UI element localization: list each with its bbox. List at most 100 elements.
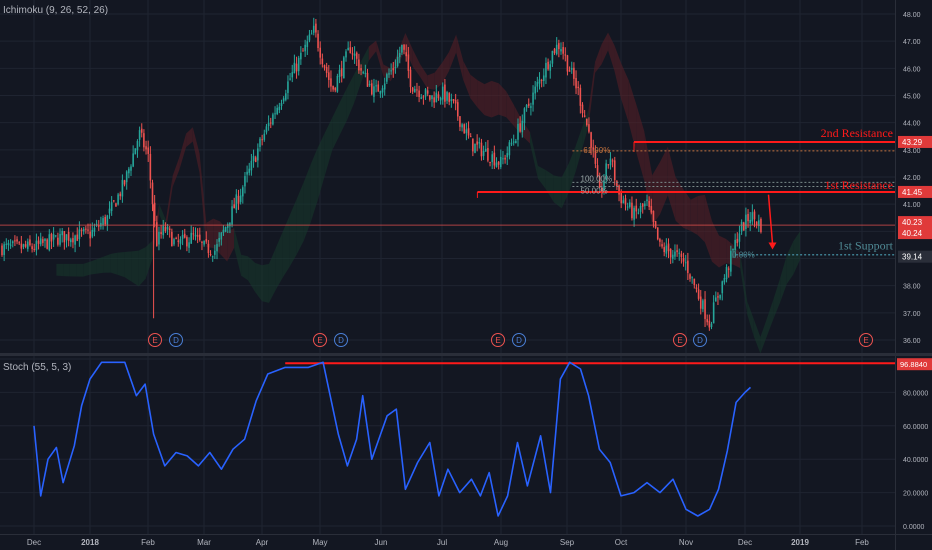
candle-body bbox=[560, 49, 562, 52]
candle-body bbox=[9, 244, 12, 246]
stoch-line bbox=[33, 361, 752, 517]
price-axis: 48.00 47.00 46.00 45.00 44.00 43.00 42.00 41.00… bbox=[898, 12, 932, 345]
candle-body bbox=[190, 232, 192, 244]
candle-body bbox=[429, 95, 431, 100]
candle-body bbox=[603, 180, 605, 191]
candle-body bbox=[35, 240, 38, 251]
candle-body bbox=[454, 99, 457, 104]
candle-body bbox=[519, 123, 521, 132]
candle-body bbox=[22, 244, 25, 247]
ichimoku-legend[interactable]: Ichimoku (9, 26, 52, 26) bbox=[3, 5, 109, 16]
candle-body bbox=[145, 146, 147, 150]
candle-body bbox=[532, 92, 534, 105]
candle-body bbox=[725, 267, 728, 280]
candle-body bbox=[755, 221, 758, 226]
candle-body bbox=[590, 132, 592, 148]
candle-body bbox=[27, 241, 29, 249]
candle-body bbox=[618, 185, 620, 195]
candle-body bbox=[734, 239, 736, 251]
candle-body bbox=[39, 238, 42, 245]
candle-body bbox=[48, 234, 51, 251]
candle-body bbox=[633, 207, 635, 220]
cloud-segment bbox=[434, 62, 442, 90]
candle-body bbox=[691, 276, 693, 278]
candle-body bbox=[581, 104, 584, 114]
candle-body bbox=[325, 66, 328, 73]
candle-body bbox=[265, 126, 268, 133]
cloud-segment bbox=[346, 74, 355, 121]
cloud-segment bbox=[498, 83, 507, 118]
candle-body bbox=[233, 204, 235, 209]
candle-body bbox=[538, 79, 541, 84]
price-tag-label: 40.23 bbox=[902, 218, 923, 227]
candle-body bbox=[80, 229, 83, 231]
stoch-tick-label: 40.0000 bbox=[903, 457, 928, 464]
dividend-marker bbox=[693, 333, 707, 347]
candle-body bbox=[119, 193, 122, 197]
candle-body bbox=[448, 93, 450, 102]
candle-body bbox=[300, 52, 302, 60]
candle-body bbox=[147, 147, 149, 154]
cloud-segment bbox=[390, 52, 399, 82]
candle-body bbox=[328, 72, 330, 80]
candle-body bbox=[33, 248, 36, 251]
cloud-segment bbox=[537, 165, 546, 190]
candle-body bbox=[130, 166, 132, 171]
candle-body bbox=[252, 156, 255, 161]
candle-body bbox=[663, 247, 665, 253]
cloud-segment bbox=[138, 247, 146, 287]
candle-body bbox=[306, 41, 309, 48]
candle-body bbox=[381, 88, 384, 93]
candle-body bbox=[226, 224, 229, 228]
cloud-segment bbox=[310, 147, 318, 223]
stoch-legend[interactable]: Stoch (55, 5, 3) bbox=[3, 362, 72, 373]
candle-body bbox=[330, 78, 332, 87]
cloud-segment bbox=[199, 153, 207, 247]
candle-body bbox=[108, 208, 111, 214]
candle-body bbox=[758, 220, 760, 227]
candle-body bbox=[502, 158, 504, 160]
candle-body bbox=[332, 85, 334, 90]
candle-body bbox=[416, 89, 418, 91]
candle-body bbox=[480, 142, 483, 157]
candle-body bbox=[194, 234, 197, 237]
candle-body bbox=[693, 278, 696, 286]
candle-body bbox=[201, 241, 203, 243]
candle-body bbox=[334, 87, 337, 91]
candle-body bbox=[353, 53, 356, 56]
event-marker-label: E bbox=[317, 336, 322, 345]
candle-body bbox=[463, 124, 466, 134]
cloud-segment bbox=[704, 194, 712, 262]
candle-body bbox=[214, 250, 216, 255]
candle-body bbox=[418, 90, 420, 97]
cloud-segment bbox=[595, 44, 602, 73]
cloud-segment bbox=[110, 252, 118, 275]
event-marker-label: E bbox=[495, 336, 500, 345]
candle-body bbox=[375, 85, 377, 87]
earnings-marker bbox=[148, 333, 162, 347]
candle-body bbox=[156, 222, 158, 246]
candle-body bbox=[515, 140, 517, 144]
candle-body bbox=[123, 180, 126, 185]
candle-body bbox=[495, 162, 498, 167]
candle-body bbox=[674, 251, 676, 257]
candle-body bbox=[373, 86, 375, 97]
time-tick-label: May bbox=[312, 538, 327, 547]
candle-body bbox=[366, 72, 369, 87]
cloud-segment bbox=[470, 74, 478, 108]
cloud-segment bbox=[179, 133, 187, 170]
candle-body bbox=[437, 94, 440, 99]
cloud-segment bbox=[588, 61, 596, 126]
candle-body bbox=[128, 168, 130, 174]
earnings-marker bbox=[313, 333, 327, 347]
candle-body bbox=[338, 69, 341, 77]
candle-body bbox=[379, 91, 382, 94]
candle-body bbox=[680, 253, 683, 257]
candle-body bbox=[476, 141, 478, 145]
candle-body bbox=[229, 222, 231, 227]
cloud-segment bbox=[506, 91, 515, 127]
candle-body bbox=[712, 302, 715, 324]
cloud-segment bbox=[69, 263, 77, 277]
